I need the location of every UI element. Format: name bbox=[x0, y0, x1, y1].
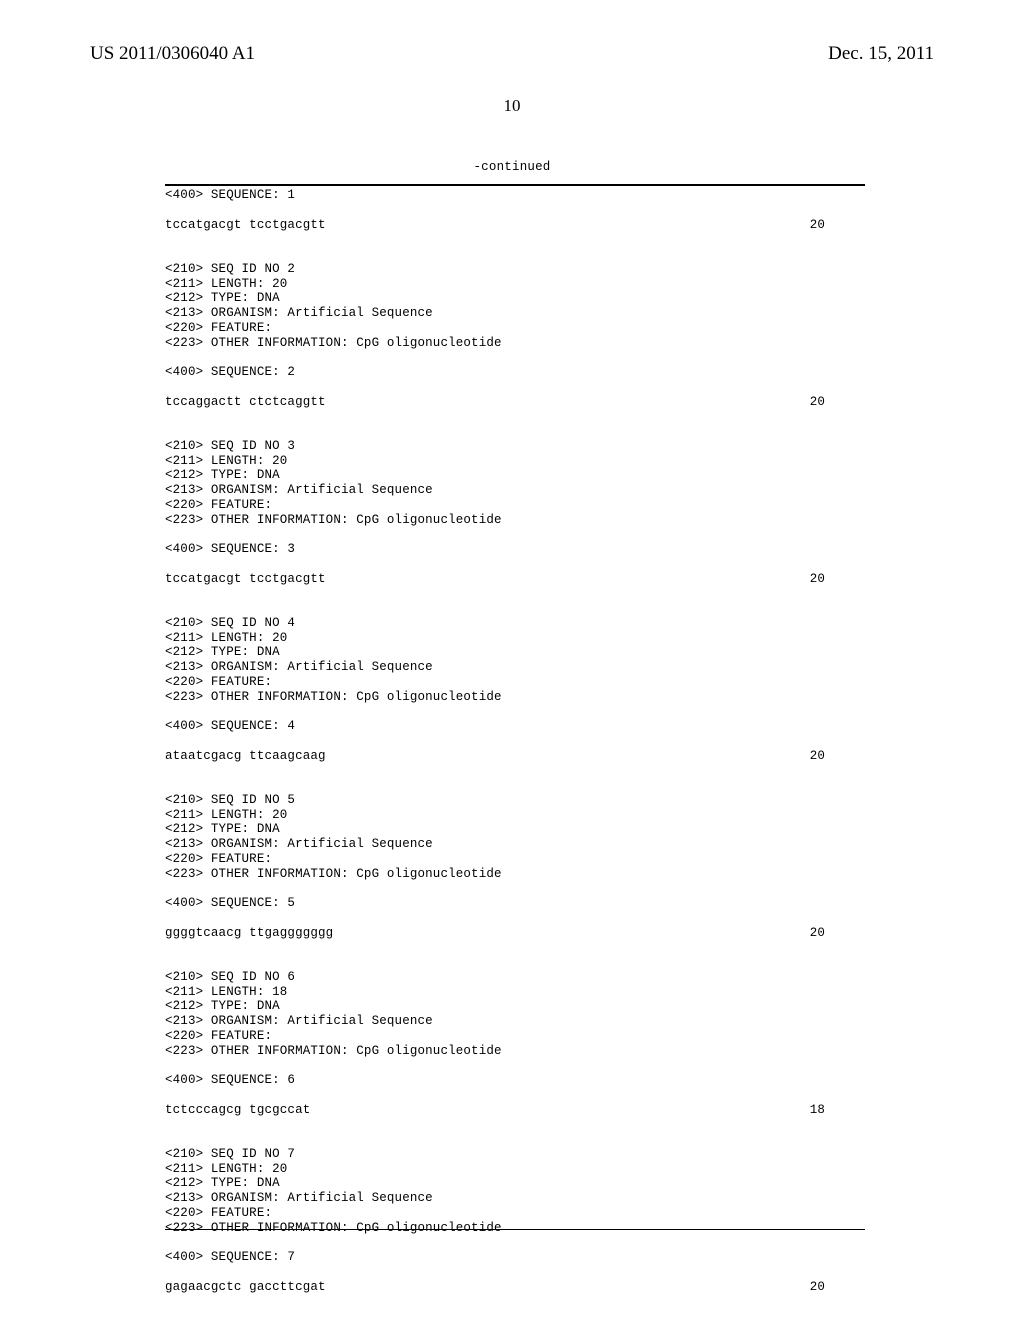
sequence-tag-line: <220> FEATURE: bbox=[165, 852, 865, 867]
sequence-tag-line: <223> OTHER INFORMATION: CpG oligonucleo… bbox=[165, 513, 865, 528]
header-row: US 2011/0306040 A1 Dec. 15, 2011 bbox=[90, 43, 934, 65]
blank-line bbox=[165, 409, 865, 424]
sequence-tag-line: <213> ORGANISM: Artificial Sequence bbox=[165, 483, 865, 498]
sequence-tag-line: <400> SEQUENCE: 3 bbox=[165, 542, 865, 557]
sequence-length: 18 bbox=[810, 1103, 825, 1118]
blank-line bbox=[165, 955, 865, 970]
sequence-tag-line: <213> ORGANISM: Artificial Sequence bbox=[165, 1014, 865, 1029]
sequence-tag-line: <211> LENGTH: 20 bbox=[165, 631, 865, 646]
blank-line bbox=[165, 1058, 865, 1073]
sequence-length: 20 bbox=[810, 926, 825, 941]
sequence-length: 20 bbox=[810, 1280, 825, 1295]
sequence-data-line: ggggtcaacg ttgaggggggg 20 bbox=[165, 926, 825, 941]
sequence-string: ggggtcaacg ttgaggggggg bbox=[165, 926, 333, 941]
blank-line bbox=[165, 586, 865, 601]
sequence-tag-line: <223> OTHER INFORMATION: CpG oligonucleo… bbox=[165, 336, 865, 351]
sequence-string: gagaacgctc gaccttcgat bbox=[165, 1280, 326, 1295]
blank-line bbox=[165, 734, 865, 749]
blank-line bbox=[165, 778, 865, 793]
page-header: US 2011/0306040 A1 Dec. 15, 2011 bbox=[0, 43, 1024, 65]
blank-line bbox=[165, 380, 865, 395]
sequence-listing: <400> SEQUENCE: 1 tccatgacgt tcctgacgtt 2… bbox=[165, 188, 865, 1294]
blank-line bbox=[165, 911, 865, 926]
sequence-tag-line: <211> LENGTH: 18 bbox=[165, 985, 865, 1000]
sequence-tag-line: <220> FEATURE: bbox=[165, 1029, 865, 1044]
blank-line bbox=[165, 1235, 865, 1250]
sequence-tag-line: <223> OTHER INFORMATION: CpG oligonucleo… bbox=[165, 690, 865, 705]
sequence-data-line: tccatgacgt tcctgacgtt 20 bbox=[165, 572, 825, 587]
sequence-tag-line: <220> FEATURE: bbox=[165, 675, 865, 690]
sequence-tag-line: <211> LENGTH: 20 bbox=[165, 1162, 865, 1177]
page-number: 10 bbox=[0, 96, 1024, 116]
sequence-data-line: gagaacgctc gaccttcgat 20 bbox=[165, 1280, 825, 1295]
sequence-tag-line: <210> SEQ ID NO 7 bbox=[165, 1147, 865, 1162]
sequence-length: 20 bbox=[810, 572, 825, 587]
sequence-data-line: tccaggactt ctctcaggtt 20 bbox=[165, 395, 825, 410]
sequence-tag-line: <213> ORGANISM: Artificial Sequence bbox=[165, 306, 865, 321]
sequence-tag-line: <211> LENGTH: 20 bbox=[165, 277, 865, 292]
sequence-tag-line: <400> SEQUENCE: 7 bbox=[165, 1250, 865, 1265]
blank-line bbox=[165, 1132, 865, 1147]
sequence-tag-line: <223> OTHER INFORMATION: CpG oligonucleo… bbox=[165, 867, 865, 882]
blank-line bbox=[165, 350, 865, 365]
blank-line bbox=[165, 940, 865, 955]
blank-line bbox=[165, 247, 865, 262]
sequence-tag-line: <400> SEQUENCE: 5 bbox=[165, 896, 865, 911]
blank-line bbox=[165, 424, 865, 439]
sequence-length: 20 bbox=[810, 749, 825, 764]
publication-number: US 2011/0306040 A1 bbox=[90, 43, 255, 65]
sequence-tag-line: <400> SEQUENCE: 2 bbox=[165, 365, 865, 380]
sequence-tag-line: <212> TYPE: DNA bbox=[165, 822, 865, 837]
continued-label: -continued bbox=[0, 160, 1024, 174]
blank-line bbox=[165, 881, 865, 896]
sequence-string: ataatcgacg ttcaagcaag bbox=[165, 749, 326, 764]
sequence-tag-line: <220> FEATURE: bbox=[165, 1206, 865, 1221]
sequence-tag-line: <213> ORGANISM: Artificial Sequence bbox=[165, 837, 865, 852]
sequence-tag-line: <400> SEQUENCE: 1 bbox=[165, 188, 865, 203]
sequence-tag-line: <210> SEQ ID NO 5 bbox=[165, 793, 865, 808]
sequence-tag-line: <212> TYPE: DNA bbox=[165, 468, 865, 483]
sequence-data-line: ataatcgacg ttcaagcaag 20 bbox=[165, 749, 825, 764]
sequence-tag-line: <210> SEQ ID NO 2 bbox=[165, 262, 865, 277]
sequence-tag-line: <220> FEATURE: bbox=[165, 498, 865, 513]
blank-line bbox=[165, 527, 865, 542]
blank-line bbox=[165, 203, 865, 218]
sequence-tag-line: <223> OTHER INFORMATION: CpG oligonucleo… bbox=[165, 1221, 865, 1236]
sequence-tag-line: <212> TYPE: DNA bbox=[165, 999, 865, 1014]
blank-line bbox=[165, 1117, 865, 1132]
sequence-tag-line: <212> TYPE: DNA bbox=[165, 1176, 865, 1191]
sequence-tag-line: <210> SEQ ID NO 4 bbox=[165, 616, 865, 631]
sequence-tag-line: <220> FEATURE: bbox=[165, 321, 865, 336]
sequence-string: tccaggactt ctctcaggtt bbox=[165, 395, 326, 410]
blank-line bbox=[165, 1088, 865, 1103]
blank-line bbox=[165, 557, 865, 572]
sequence-length: 20 bbox=[810, 218, 825, 233]
sequence-tag-line: <223> OTHER INFORMATION: CpG oligonucleo… bbox=[165, 1044, 865, 1059]
sequence-tag-line: <210> SEQ ID NO 3 bbox=[165, 439, 865, 454]
sequence-length: 20 bbox=[810, 395, 825, 410]
sequence-tag-line: <400> SEQUENCE: 6 bbox=[165, 1073, 865, 1088]
bottom-rule bbox=[165, 1229, 865, 1230]
blank-line bbox=[165, 601, 865, 616]
sequence-data-line: tctcccagcg tgcgccat 18 bbox=[165, 1103, 825, 1118]
blank-line bbox=[165, 763, 865, 778]
sequence-string: tccatgacgt tcctgacgtt bbox=[165, 572, 326, 587]
top-rule bbox=[165, 184, 865, 186]
sequence-tag-line: <213> ORGANISM: Artificial Sequence bbox=[165, 1191, 865, 1206]
sequence-tag-line: <400> SEQUENCE: 4 bbox=[165, 719, 865, 734]
sequence-tag-line: <211> LENGTH: 20 bbox=[165, 454, 865, 469]
publication-date: Dec. 15, 2011 bbox=[828, 43, 934, 65]
sequence-string: tctcccagcg tgcgccat bbox=[165, 1103, 310, 1118]
sequence-tag-line: <212> TYPE: DNA bbox=[165, 645, 865, 660]
sequence-data-line: tccatgacgt tcctgacgtt 20 bbox=[165, 218, 825, 233]
sequence-tag-line: <211> LENGTH: 20 bbox=[165, 808, 865, 823]
sequence-tag-line: <212> TYPE: DNA bbox=[165, 291, 865, 306]
sequence-tag-line: <213> ORGANISM: Artificial Sequence bbox=[165, 660, 865, 675]
blank-line bbox=[165, 1265, 865, 1280]
blank-line bbox=[165, 704, 865, 719]
sequence-string: tccatgacgt tcctgacgtt bbox=[165, 218, 326, 233]
sequence-tag-line: <210> SEQ ID NO 6 bbox=[165, 970, 865, 985]
blank-line bbox=[165, 232, 865, 247]
